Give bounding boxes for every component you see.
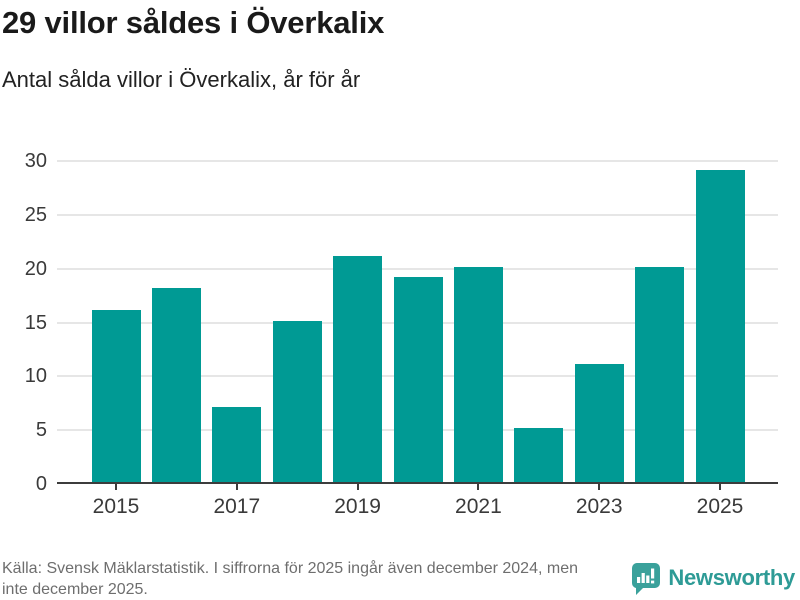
- x-axis-tick-label-2017: 2017: [213, 495, 261, 518]
- x-axis-tick-label-2021: 2021: [455, 495, 502, 518]
- y-axis-tick-label-5: 5: [35, 419, 47, 442]
- plot-area: 2015 2017 2019 2021 2023 2025: [57, 160, 778, 518]
- bar-2024: [635, 266, 685, 482]
- source-note-line1: Källa: Svensk Mäklarstatistik. I siffror…: [2, 560, 578, 577]
- newsworthy-wordmark: Newsworthy: [668, 565, 795, 590]
- y-axis-tick-label-20: 20: [24, 257, 47, 280]
- source-note-line2: inte december 2025.: [2, 581, 148, 598]
- x-axis-tick-label-2023: 2023: [575, 495, 623, 518]
- bar-2022: [514, 428, 564, 482]
- x-axis-tick-label-2025: 2025: [696, 495, 744, 518]
- y-axis-tick-label-15: 15: [24, 311, 47, 334]
- bar-2020: [393, 277, 443, 482]
- bar-2017: [212, 406, 262, 482]
- y-axis-tick-label-30: 30: [24, 150, 47, 172]
- x-axis-tick-2025: [719, 484, 721, 490]
- x-axis-tick-2017: [235, 484, 238, 490]
- bar-2021: [453, 266, 503, 482]
- x-axis-tick-2021: [477, 484, 480, 490]
- newsworthy-bar-chart-icon: [632, 563, 661, 595]
- x-axis-tick-2015: [115, 484, 117, 490]
- y-axis-tick-label-10: 10: [24, 365, 47, 388]
- bar-2019: [333, 255, 383, 482]
- y-axis-tick-label-0: 0: [35, 473, 47, 495]
- x-axis-tick-2019: [356, 484, 359, 490]
- bar-2016: [151, 288, 201, 482]
- x-axis-tick-2023: [598, 484, 601, 490]
- bar-2025: [695, 169, 745, 482]
- bar-2023: [574, 363, 624, 482]
- x-axis-tick-label-2019: 2019: [334, 495, 381, 518]
- gridline-y-30: [57, 160, 778, 162]
- gridline-y-20: [57, 267, 778, 270]
- bar-2015: [91, 309, 141, 482]
- newsworthy-logo: Newsworthy: [631, 560, 795, 596]
- y-axis-tick-label-25: 25: [24, 203, 47, 226]
- bar-2018: [272, 320, 322, 482]
- chart-subtitle: Antal sålda villor i Överkalix, år för å…: [2, 67, 361, 92]
- gridline-y-25: [57, 213, 778, 216]
- page-title: 29 villor såldes i Överkalix: [2, 5, 385, 40]
- source-note: Källa: Svensk Mäklarstatistik. I siffror…: [2, 558, 578, 600]
- x-axis-tick-label-2015: 2015: [92, 495, 140, 518]
